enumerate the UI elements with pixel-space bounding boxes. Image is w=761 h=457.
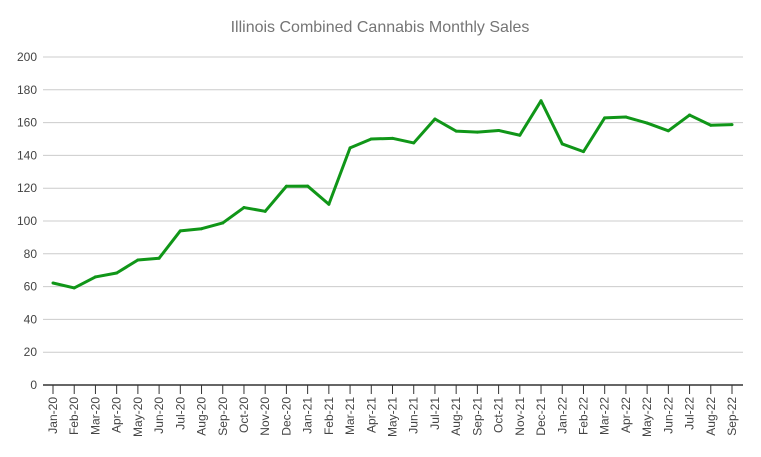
x-tick-label: Sep-21 — [470, 397, 484, 436]
x-tick-label: Jan-20 — [46, 397, 60, 434]
data-point — [624, 115, 628, 119]
data-point — [157, 256, 161, 260]
x-tick-label: Aug-22 — [704, 397, 718, 436]
x-tick-label: Jul-21 — [428, 397, 442, 430]
y-axis-ticks: 0 20 40 60 80 100 120 140 160 180 200 — [17, 50, 37, 392]
x-tick-label: Oct-21 — [492, 397, 506, 433]
data-point — [306, 184, 310, 188]
gridlines — [43, 56, 743, 353]
series-layer — [51, 99, 734, 290]
x-tick-label: May-22 — [640, 397, 654, 437]
data-point — [433, 117, 437, 121]
data-point — [178, 229, 182, 233]
data-point — [603, 116, 607, 120]
y-tick-label: 120 — [17, 181, 37, 195]
x-tick-label: Apr-20 — [110, 397, 124, 433]
data-point — [497, 128, 501, 132]
x-tick-label: Jun-20 — [152, 397, 166, 434]
y-tick-label: 80 — [24, 247, 38, 261]
y-tick-label: 100 — [17, 214, 37, 228]
x-tick-label: Mar-22 — [598, 397, 612, 435]
data-point — [284, 184, 288, 188]
x-tick-label: Nov-20 — [258, 397, 272, 436]
x-tick-label: May-20 — [131, 397, 145, 437]
data-point — [475, 130, 479, 134]
x-tick-label: Mar-20 — [88, 397, 102, 435]
data-point — [688, 113, 692, 117]
data-point — [412, 141, 416, 145]
data-point — [666, 129, 670, 133]
y-tick-label: 160 — [17, 116, 37, 130]
x-tick-label: Jun-22 — [661, 397, 675, 434]
x-tick-label: Dec-20 — [279, 397, 293, 436]
x-tick-label: Jul-20 — [173, 397, 187, 430]
x-tick-label: Mar-21 — [343, 397, 357, 435]
y-tick-label: 60 — [24, 280, 38, 294]
x-tick-label: May-21 — [386, 397, 400, 437]
x-tick-label: Aug-21 — [449, 397, 463, 436]
data-point — [348, 146, 352, 150]
y-tick-label: 20 — [24, 345, 38, 359]
y-tick-label: 180 — [17, 83, 37, 97]
data-point — [93, 275, 97, 279]
data-point — [242, 206, 246, 210]
x-tick-label: Aug-20 — [195, 397, 209, 436]
data-point — [454, 129, 458, 133]
y-tick-label: 0 — [30, 378, 37, 392]
data-point — [263, 209, 267, 213]
y-tick-label: 140 — [17, 148, 37, 162]
chart-title: Illinois Combined Cannabis Monthly Sales — [231, 19, 530, 36]
data-point — [72, 286, 76, 290]
y-tick-label: 40 — [24, 312, 38, 326]
x-tick-label: Sep-20 — [216, 397, 230, 436]
data-point — [709, 123, 713, 127]
x-tick-label: Dec-21 — [534, 397, 548, 436]
data-point — [645, 121, 649, 125]
data-point — [518, 133, 522, 137]
data-point — [391, 136, 394, 140]
data-point — [539, 99, 543, 103]
x-tick-label: Feb-21 — [322, 397, 336, 435]
x-tick-label: Feb-22 — [576, 397, 590, 435]
data-point — [581, 150, 585, 154]
series-line — [52, 99, 733, 290]
y-tick-label: 200 — [17, 50, 37, 64]
data-point — [200, 227, 204, 231]
x-tick-label: Nov-21 — [513, 397, 527, 436]
data-point — [221, 221, 225, 225]
x-tick-label: Oct-20 — [237, 397, 251, 433]
data-point — [51, 281, 55, 285]
data-point — [560, 142, 564, 146]
x-tick-label: Jul-22 — [683, 397, 697, 430]
data-point — [115, 271, 119, 275]
x-tick-label: Jun-21 — [407, 397, 421, 434]
x-tick-label: Jan-22 — [555, 397, 569, 434]
data-point — [730, 123, 734, 127]
x-tick-label: Feb-20 — [67, 397, 81, 435]
x-tick-label: Apr-22 — [619, 397, 633, 433]
x-axis-ticks: Jan-20 Feb-20 Mar-20 Apr-20 May-20 Jun-20 Jul-… — [46, 385, 739, 437]
x-tick-label: Apr-21 — [364, 397, 378, 433]
data-point — [327, 202, 331, 206]
data-point — [369, 137, 373, 141]
x-tick-label: Jan-21 — [301, 397, 315, 434]
x-tick-label: Sep-22 — [725, 397, 739, 436]
data-point — [136, 258, 140, 262]
